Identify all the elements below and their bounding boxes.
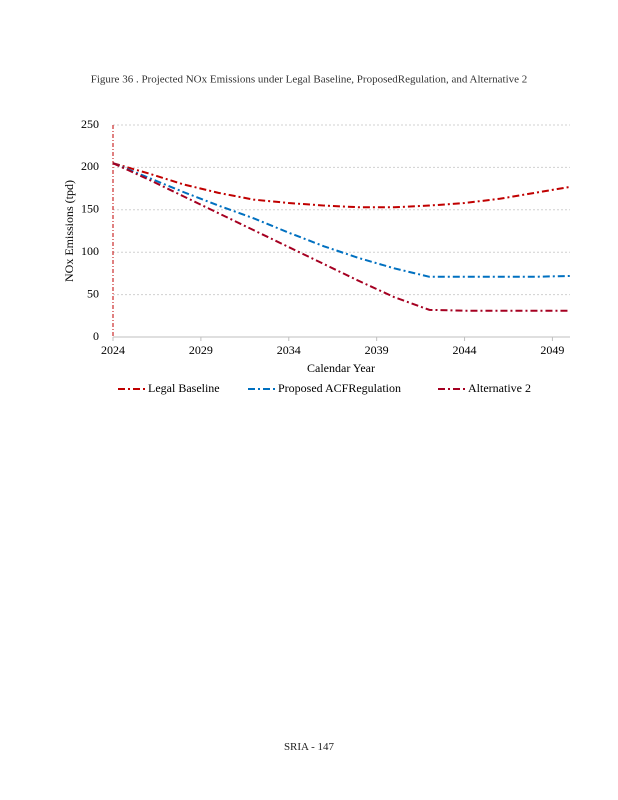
y-tick-label: 250 bbox=[81, 117, 99, 131]
legend-item: Legal Baseline bbox=[118, 381, 220, 395]
page-footer: SRIA - 147 bbox=[283, 741, 335, 753]
y-axis-title: NOx Emissions (tpd) bbox=[62, 180, 76, 282]
figure-caption: Figure 36 . Projected NOx Emissions unde… bbox=[91, 74, 528, 86]
legend-item: Proposed ACFRegulation bbox=[248, 381, 401, 395]
legend-label: Proposed ACFRegulation bbox=[278, 381, 401, 395]
y-tick-label: 50 bbox=[87, 286, 99, 300]
x-tick-label: 2034 bbox=[277, 343, 301, 357]
y-tick-label: 200 bbox=[81, 159, 99, 173]
x-tick-label: 2024 bbox=[101, 343, 125, 357]
series-line bbox=[112, 162, 570, 312]
y-tick-label: 100 bbox=[81, 244, 99, 258]
series-line bbox=[112, 162, 571, 278]
series-line bbox=[112, 162, 571, 209]
legend-label: Legal Baseline bbox=[148, 381, 220, 395]
y-tick-label: 0 bbox=[93, 329, 99, 343]
x-tick-label: 2049 bbox=[540, 343, 564, 357]
legend-item: Alternative 2 bbox=[438, 381, 531, 395]
legend-label: Alternative 2 bbox=[468, 381, 531, 395]
x-tick-label: 2044 bbox=[453, 343, 477, 357]
x-tick-label: 2039 bbox=[365, 343, 389, 357]
x-tick-label: 2029 bbox=[189, 343, 213, 357]
y-tick-label: 150 bbox=[81, 202, 99, 216]
chart: Figure 36 . Projected NOx Emissions unde… bbox=[62, 74, 571, 395]
x-axis-title: Calendar Year bbox=[307, 361, 375, 375]
